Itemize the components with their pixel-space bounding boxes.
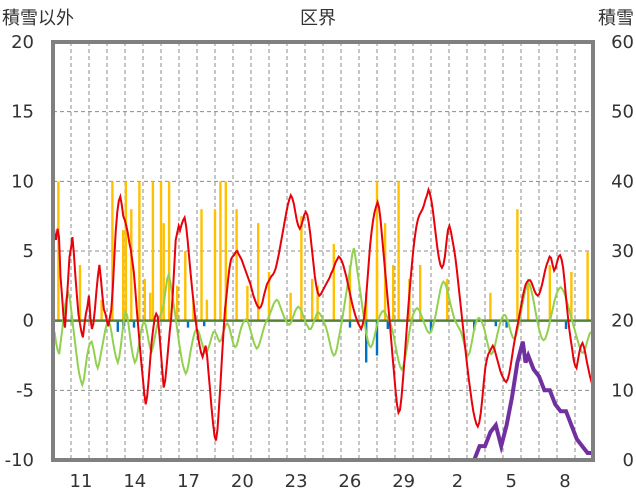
purple-series-line: [53, 341, 593, 462]
orange-bar: [151, 181, 155, 321]
orange-bar: [124, 181, 128, 321]
orange-bar: [143, 278, 146, 321]
orange-bar: [235, 209, 238, 321]
orange-bar: [213, 209, 217, 321]
right-axis-label: 積雪: [598, 8, 634, 29]
orange-bar: [184, 251, 187, 321]
orange-bar: [100, 299, 103, 321]
orange-bar: [200, 209, 203, 321]
y-tick-label: 20: [11, 32, 34, 53]
blue-bar: [186, 320, 190, 328]
orange-bar: [332, 244, 335, 321]
orange-bar: [446, 278, 449, 321]
orange-bar: [289, 292, 292, 321]
blue-bar: [132, 320, 136, 328]
orange-bar: [419, 264, 422, 321]
y2-tick-label: 20: [611, 311, 634, 332]
y-tick-label: 0: [23, 311, 34, 332]
orange-bar: [167, 181, 171, 321]
orange-bar: [149, 292, 152, 321]
orange-bar: [375, 181, 379, 321]
orange-bar: [192, 299, 195, 321]
blue-bar: [386, 320, 389, 330]
orange-bar: [316, 285, 319, 321]
orange-bar: [267, 271, 271, 321]
orange-bar: [224, 181, 227, 321]
blue-bar: [348, 320, 352, 328]
x-tick-label: 23: [285, 471, 308, 492]
grid: [53, 42, 593, 460]
blue-bars: [62, 320, 568, 363]
x-tick-label: 26: [338, 471, 361, 492]
blue-bar: [365, 320, 368, 363]
orange-bar: [311, 278, 314, 321]
y-axis-ticks: 20 15 10 5 0 -5 -10: [5, 32, 34, 471]
x-tick-label: 17: [177, 471, 200, 492]
orange-bar: [570, 271, 573, 321]
x-tick-label: 2: [452, 471, 463, 492]
blue-bar: [564, 320, 568, 330]
y-tick-label: 5: [23, 241, 34, 262]
orange-bar: [162, 223, 165, 321]
x-tick-label: 29: [392, 471, 415, 492]
orange-bar: [205, 299, 209, 321]
x-axis-ticks: 11 14 17 20 23 26 29 2 5 8: [70, 471, 571, 492]
chart-title: 区界: [300, 8, 336, 29]
orange-bar: [57, 181, 60, 321]
orange-bar: [111, 181, 114, 321]
plot-frame: [51, 40, 595, 462]
blue-bar: [203, 320, 206, 327]
orange-bar: [122, 230, 125, 321]
blue-bar: [375, 320, 379, 356]
y2-tick-label: 30: [611, 241, 634, 262]
orange-bar: [257, 223, 260, 321]
orange-bar: [516, 209, 519, 321]
orange-bar: [392, 264, 395, 321]
y2-axis-ticks: 60 50 40 30 20 10 0: [611, 32, 634, 471]
blue-bar: [505, 320, 508, 328]
x-tick-label: 5: [505, 471, 516, 492]
y-tick-label: 15: [11, 102, 34, 123]
red-series-line: [52, 186, 594, 441]
blue-bar: [116, 320, 119, 332]
y2-tick-label: 40: [611, 171, 634, 192]
orange-bar: [489, 292, 492, 321]
y2-tick-label: 0: [623, 450, 634, 471]
orange-bar: [138, 181, 141, 321]
orange-bar: [130, 209, 133, 321]
y2-tick-label: 50: [611, 102, 634, 123]
x-tick-label: 14: [123, 471, 146, 492]
orange-bar: [159, 181, 163, 321]
orange-bar: [527, 278, 530, 321]
y-tick-label: -5: [16, 380, 34, 401]
orange-bar: [176, 285, 179, 321]
blue-bar: [494, 320, 497, 327]
x-tick-label: 8: [559, 471, 570, 492]
orange-bar: [548, 264, 551, 321]
orange-bar: [246, 285, 249, 321]
orange-bar: [300, 216, 303, 321]
blue-bar: [429, 320, 433, 332]
x-tick-label: 11: [70, 471, 93, 492]
orange-bar: [586, 251, 589, 321]
y2-tick-label: 10: [611, 380, 634, 401]
orange-bar: [219, 181, 222, 321]
green-series-line: [52, 247, 594, 389]
orange-bar: [397, 181, 400, 321]
y-tick-label: 10: [11, 171, 34, 192]
left-axis-label: 積雪以外: [2, 8, 74, 29]
y-tick-label: -10: [5, 450, 34, 471]
y2-tick-label: 60: [611, 32, 634, 53]
orange-bar: [78, 264, 82, 321]
x-tick-label: 20: [231, 471, 254, 492]
